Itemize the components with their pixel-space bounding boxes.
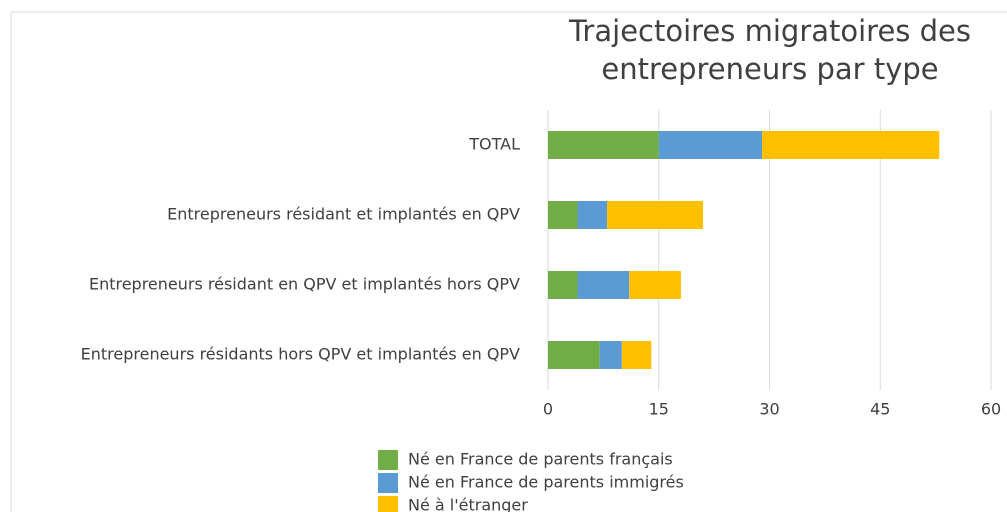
bar-segment xyxy=(658,131,763,159)
y-tick-label: TOTAL xyxy=(468,135,520,154)
bar-segment xyxy=(548,271,578,299)
x-tick-label: 0 xyxy=(543,400,553,419)
legend-label: Né en France de parents immigrés xyxy=(408,473,684,492)
x-tick-label: 60 xyxy=(981,400,1001,419)
bar-segment xyxy=(607,201,704,229)
legend-label: Né en France de parents français xyxy=(408,450,673,469)
bar-segment xyxy=(629,271,681,299)
bar-segment xyxy=(548,201,578,229)
bar-segment xyxy=(577,271,630,299)
y-tick-label: Entrepreneurs résidants hors QPV et impl… xyxy=(81,345,520,364)
legend-swatch xyxy=(378,450,398,470)
legend-swatch xyxy=(378,496,398,512)
y-tick-label: Entrepreneurs résidant et implantés en Q… xyxy=(167,205,520,224)
chart-title: Trajectoires migratoires des entrepreneu… xyxy=(568,14,971,86)
bar-segment xyxy=(548,341,600,369)
x-tick-label: 15 xyxy=(649,400,669,419)
legend-label: Né à l'étranger xyxy=(408,496,528,512)
chart-frame xyxy=(10,11,1007,512)
y-tick-label: Entrepreneurs résidant en QPV et implant… xyxy=(89,275,520,294)
bar-segment xyxy=(548,131,659,159)
bar-segment xyxy=(577,201,608,229)
legend-swatch xyxy=(378,473,398,493)
bar-segment xyxy=(599,341,622,369)
bar-segment xyxy=(762,131,940,159)
x-tick-label: 30 xyxy=(759,400,779,419)
bar-segment xyxy=(621,341,652,369)
x-tick-label: 45 xyxy=(870,400,890,419)
